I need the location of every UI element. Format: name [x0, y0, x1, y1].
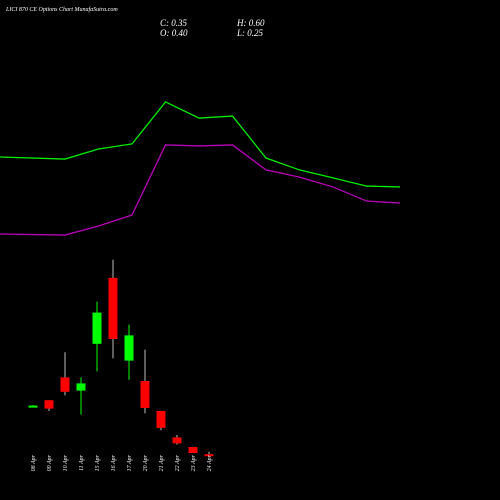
x-tick-label: 21 Apr [159, 454, 165, 471]
candle-body [140, 381, 150, 408]
x-tick-label: 17 Apr [127, 454, 133, 471]
low-label: L: 0.25 [236, 28, 264, 38]
candle-body [44, 400, 54, 409]
candle-body [188, 447, 198, 453]
x-tick-label: 20 Apr [143, 454, 149, 471]
candle-body [76, 383, 86, 391]
candle-body [60, 377, 70, 392]
candle-body [28, 405, 38, 408]
x-tick-label: 10 Apr [63, 454, 69, 471]
open-label: O: 0.40 [160, 28, 188, 38]
x-tick-label: 16 Apr [111, 454, 117, 471]
line-series [0, 101, 401, 188]
high-label: H: 0.60 [236, 18, 265, 28]
candle-body [108, 277, 118, 339]
candle-body [124, 335, 134, 361]
x-tick-label: 24 Apr [206, 454, 213, 471]
chart-title: LICI 870 CE Options Chart MunafaSutra.co… [5, 6, 118, 13]
close-label: C: 0.35 [160, 18, 188, 28]
candle-body [156, 411, 166, 428]
candle-body [204, 454, 214, 457]
x-tick-label: 22 Apr [175, 454, 181, 471]
x-tick-label: 11 Apr [79, 454, 85, 471]
line-series [0, 144, 401, 236]
x-tick-label: 09 Apr [47, 454, 53, 471]
x-tick-label: 08 Apr [31, 454, 37, 471]
candle-body [92, 312, 102, 344]
x-tick-label: 23 Apr [191, 454, 197, 471]
x-tick-label: 15 Apr [95, 454, 101, 471]
candle-body [172, 437, 182, 444]
